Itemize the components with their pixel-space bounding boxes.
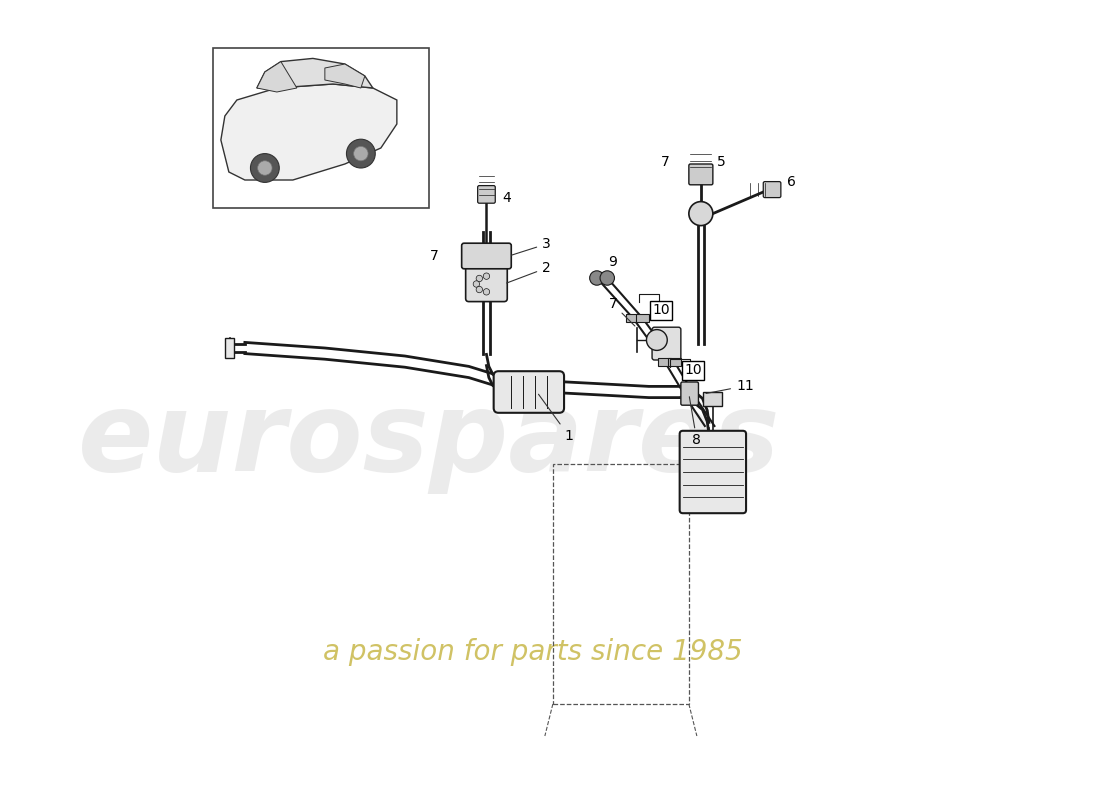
Bar (553, 464, 689, 704)
Circle shape (590, 270, 604, 286)
Bar (659, 358, 671, 366)
Circle shape (601, 270, 615, 286)
Circle shape (257, 161, 272, 175)
Text: 7: 7 (660, 154, 669, 169)
Text: 4: 4 (502, 190, 510, 205)
Bar (213, 48, 429, 208)
Text: 6: 6 (786, 174, 795, 189)
Text: 7: 7 (430, 249, 439, 263)
Circle shape (483, 273, 490, 279)
Bar (703, 392, 723, 406)
FancyBboxPatch shape (681, 382, 698, 406)
Text: 2: 2 (507, 261, 551, 283)
Circle shape (483, 289, 490, 295)
FancyBboxPatch shape (465, 266, 507, 302)
FancyBboxPatch shape (477, 186, 495, 203)
Circle shape (251, 154, 279, 182)
Bar (224, 338, 234, 358)
FancyBboxPatch shape (763, 182, 781, 198)
FancyBboxPatch shape (494, 371, 564, 413)
Text: 9: 9 (608, 255, 617, 269)
Circle shape (354, 146, 368, 161)
Text: 11: 11 (706, 379, 754, 394)
Bar (636, 314, 649, 322)
Circle shape (647, 330, 668, 350)
FancyBboxPatch shape (652, 327, 681, 360)
Polygon shape (257, 58, 373, 88)
Text: eurospares: eurospares (78, 386, 780, 494)
Polygon shape (324, 64, 365, 88)
Text: 8: 8 (690, 397, 702, 447)
Text: a passion for parts since 1985: a passion for parts since 1985 (323, 638, 742, 666)
Polygon shape (257, 62, 297, 92)
Polygon shape (221, 84, 397, 180)
Text: 5: 5 (716, 154, 725, 169)
Bar (627, 314, 639, 322)
Circle shape (476, 286, 483, 293)
FancyBboxPatch shape (462, 243, 512, 269)
Circle shape (689, 202, 713, 226)
Text: 7: 7 (608, 297, 635, 326)
Text: 3: 3 (512, 237, 551, 255)
Circle shape (476, 275, 483, 282)
Circle shape (473, 281, 480, 287)
Text: 1: 1 (539, 394, 573, 443)
Bar (668, 358, 681, 366)
Text: 10: 10 (684, 363, 702, 377)
FancyBboxPatch shape (689, 164, 713, 185)
FancyBboxPatch shape (680, 430, 746, 514)
Text: 10: 10 (652, 303, 670, 317)
Circle shape (346, 139, 375, 168)
